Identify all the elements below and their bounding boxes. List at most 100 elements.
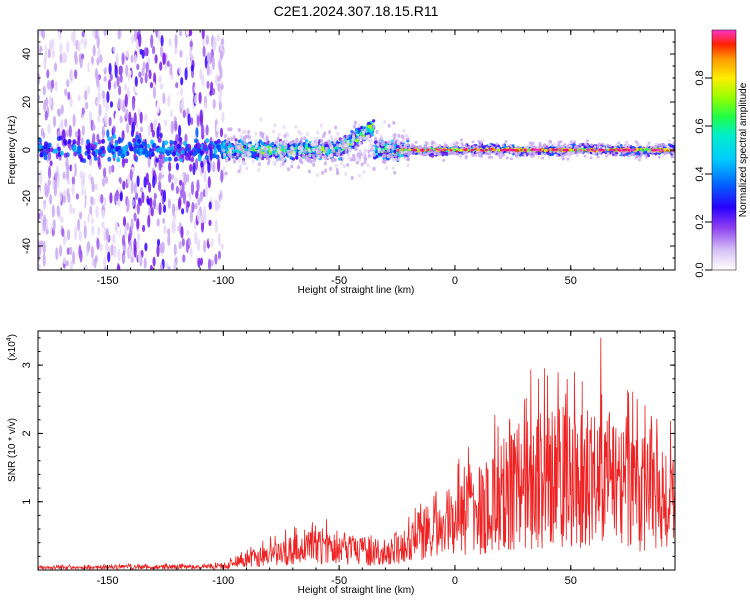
- spectrogram-cell: [304, 139, 309, 143]
- spectrogram-cell: [523, 153, 527, 157]
- spectrogram-cell: [76, 140, 81, 146]
- spectrogram-cell: [80, 137, 84, 146]
- spectrogram-cell: [402, 128, 406, 133]
- spectrogram-cell: [42, 85, 46, 96]
- spectrogram-cell: [111, 164, 115, 173]
- spectrogram-cell: [167, 156, 172, 162]
- spectrogram-cell: [295, 137, 299, 142]
- spectrogram-cell: [76, 208, 80, 222]
- spectrogram-cell: [182, 109, 186, 119]
- spectrogram-cell: [80, 43, 84, 50]
- spectrogram-cell: [654, 142, 658, 146]
- spectrogram-cell: [62, 171, 66, 180]
- spectrogram-cell: [49, 39, 53, 51]
- spectrogram-cell: [422, 153, 425, 157]
- spectrogram-cell: [43, 56, 47, 71]
- spectrogram-cell: [42, 217, 47, 232]
- spectrogram-cell: [139, 147, 143, 153]
- spectrogram-cell: [74, 226, 78, 240]
- spectrogram-cell: [47, 165, 52, 179]
- spectrogram-cell: [352, 153, 356, 158]
- spectrogram-cell: [671, 151, 675, 155]
- spectrogram-cell: [219, 50, 224, 60]
- spectrogram-cell: [101, 221, 105, 229]
- spectrogram-cell: [140, 76, 144, 84]
- spectrogram-cell: [348, 136, 352, 141]
- spectrogram-cell: [344, 146, 348, 151]
- spectrogram-cell: [214, 198, 218, 211]
- spectrogram-cell: [67, 229, 71, 241]
- spectrogram-cell: [132, 138, 137, 143]
- spectrogram-cell: [459, 138, 463, 142]
- spectrogram-cell: [93, 155, 98, 161]
- spectrogram-cell: [239, 147, 243, 152]
- spectrogram-cell: [58, 135, 63, 141]
- spectrogram-cell: [83, 225, 87, 240]
- spectrogram-cell: [338, 143, 342, 148]
- spectrogram-cell: [287, 167, 290, 172]
- spectrogram-cell: [487, 155, 491, 159]
- spectrogram-cell: [189, 40, 193, 48]
- spectrogram-cell: [111, 211, 115, 224]
- spectrogram-cell: [220, 83, 224, 90]
- spectrogram-cell: [62, 195, 66, 204]
- spectrogram-cell: [173, 156, 178, 162]
- spectrogram-cell: [77, 145, 82, 151]
- spectrogram-cell: [190, 157, 195, 163]
- spectrogram-cell: [136, 202, 140, 215]
- spectrogram-cell: [185, 30, 190, 37]
- spectrogram-cell: [315, 136, 319, 141]
- spectrogram-cell: [547, 143, 550, 147]
- spectrogram-cell: [388, 152, 392, 157]
- spectrogram-cell: [594, 153, 598, 156]
- spectrogram-cell: [92, 30, 96, 38]
- spectrogram-cell: [144, 242, 148, 252]
- spectrogram-cell: [180, 77, 184, 86]
- spectrogram-cell: [228, 154, 232, 159]
- spectrogram-cell: [59, 150, 64, 156]
- spectrogram-cell: [355, 160, 359, 165]
- spectrogram-cell: [272, 129, 276, 134]
- spectrogram-cell: [189, 163, 193, 173]
- spectrogram-cell: [179, 49, 183, 58]
- spectrogram-cell: [85, 145, 90, 150]
- spectrogram-cell: [234, 138, 238, 142]
- spectrogram-cell: [187, 143, 192, 149]
- spectrogram-cell: [453, 140, 457, 144]
- spectrogram-cell: [207, 258, 212, 270]
- spectrogram-cell: [109, 73, 113, 81]
- spectrogram-cell: [55, 263, 59, 270]
- spectrogram-cell: [338, 137, 342, 141]
- spectrogram-cell: [378, 138, 382, 143]
- spectrogram-cell: [174, 33, 178, 48]
- spectrogram-cell: [586, 151, 590, 155]
- spectrogram-cell: [617, 141, 621, 145]
- spectrogram-cell: [194, 231, 198, 245]
- spectrogram-cell: [62, 52, 66, 64]
- spectrogram-cell: [218, 213, 222, 222]
- spectrogram-cell: [442, 158, 446, 162]
- spectrogram-cell: [152, 86, 157, 99]
- spectrogram-cell: [74, 103, 78, 118]
- spectrogram-cell: [135, 38, 139, 50]
- spectrogram-cell: [342, 136, 346, 141]
- spectrogram-cell: [162, 92, 166, 104]
- spectrogram-cell: [119, 74, 123, 83]
- spectrogram-cell: [171, 219, 175, 234]
- spectrogram-cell: [404, 145, 408, 149]
- spectrogram-cell: [317, 154, 321, 159]
- spectrogram-cell: [213, 265, 217, 270]
- spectrogram-cell: [324, 156, 328, 161]
- spectrogram-cell: [335, 167, 339, 172]
- spectrogram-cell: [197, 156, 202, 162]
- spectrogram-cell: [66, 79, 70, 88]
- spectrogram-cell: [103, 256, 107, 269]
- spectrogram-cell: [365, 134, 369, 139]
- spectrogram-cell: [166, 252, 171, 265]
- spectrogram-cell: [178, 66, 182, 75]
- spectrogram-cell: [391, 144, 395, 149]
- spectrogram-cell: [254, 139, 258, 144]
- spectrogram-cell: [456, 152, 460, 156]
- spectrogram-cell: [106, 91, 110, 103]
- spectrogram-cell: [383, 120, 387, 124]
